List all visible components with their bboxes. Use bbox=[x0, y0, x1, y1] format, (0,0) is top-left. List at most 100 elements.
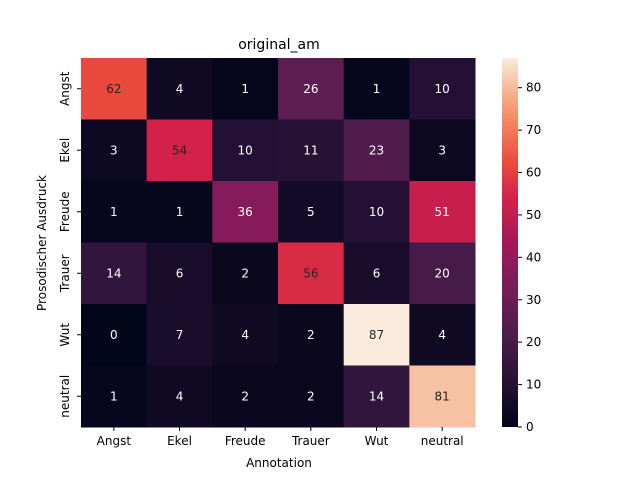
heatmap-cell bbox=[212, 181, 279, 243]
heatmap-cell bbox=[409, 365, 476, 428]
heatmap-cell bbox=[278, 242, 345, 305]
heatmap-cell bbox=[212, 58, 279, 120]
heatmap-cell bbox=[146, 365, 213, 428]
cell-value-label: 36 bbox=[238, 205, 253, 219]
cell-value-label: 2 bbox=[241, 389, 249, 403]
colorbar-tick-label: 50 bbox=[526, 208, 541, 222]
cell-value-label: 1 bbox=[110, 389, 118, 403]
heatmap-cell bbox=[409, 58, 476, 120]
heatmap-cell bbox=[81, 242, 148, 305]
cell-value-label: 20 bbox=[435, 266, 450, 280]
y-tick-label: Wut bbox=[58, 323, 72, 347]
cell-value-label: 1 bbox=[241, 82, 249, 96]
colorbar-tick-label: 20 bbox=[526, 335, 541, 349]
cell-value-label: 87 bbox=[369, 328, 384, 342]
cell-value-label: 10 bbox=[369, 205, 384, 219]
heatmap-cell bbox=[212, 119, 279, 182]
cell-value-label: 3 bbox=[438, 143, 446, 157]
cell-value-label: 6 bbox=[176, 266, 184, 280]
cell-value-label: 7 bbox=[176, 328, 184, 342]
heatmap-cell bbox=[212, 242, 279, 305]
colorbar-tick-label: 80 bbox=[526, 81, 541, 95]
cell-value-label: 23 bbox=[369, 143, 384, 157]
heatmap-cell bbox=[409, 119, 476, 182]
colorbar-tick-label: 70 bbox=[526, 123, 541, 137]
heatmap-cell bbox=[146, 119, 213, 182]
cell-value-label: 11 bbox=[303, 143, 318, 157]
cell-value-label: 4 bbox=[241, 328, 249, 342]
y-tick-label: neutral bbox=[58, 375, 72, 418]
colorbar-tick-label: 0 bbox=[526, 420, 534, 434]
x-tick-label: Freude bbox=[225, 434, 266, 448]
x-tick-label: Wut bbox=[365, 434, 389, 448]
cell-value-label: 62 bbox=[106, 82, 121, 96]
y-tick-label: Trauer bbox=[58, 254, 72, 293]
colorbar-tick-label: 40 bbox=[526, 250, 541, 264]
cell-value-label: 1 bbox=[176, 205, 184, 219]
x-axis-label: Annotation bbox=[246, 456, 312, 470]
colorbar-tick-label: 10 bbox=[526, 378, 541, 392]
heatmap-cell bbox=[409, 304, 476, 366]
heatmap-cell bbox=[409, 242, 476, 305]
colorbar-tick-label: 30 bbox=[526, 293, 541, 307]
heatmap-cell bbox=[409, 181, 476, 243]
heatmap-cell bbox=[212, 365, 279, 428]
heatmap-cell bbox=[146, 242, 213, 305]
cell-value-label: 5 bbox=[307, 205, 315, 219]
y-tick-label: Angst bbox=[58, 71, 72, 106]
heatmap-cell bbox=[343, 181, 410, 243]
y-axis: Angst Ekel Freude Trauer Wut neutral bbox=[58, 71, 81, 418]
heatmap-cell bbox=[343, 304, 410, 366]
x-tick-label: Ekel bbox=[167, 434, 192, 448]
heatmap-cell bbox=[343, 119, 410, 182]
cell-value-label: 3 bbox=[110, 143, 118, 157]
cell-value-label: 4 bbox=[176, 82, 184, 96]
heatmap-cell bbox=[81, 58, 148, 120]
cell-value-label: 51 bbox=[435, 205, 450, 219]
heatmap-cell bbox=[146, 58, 213, 120]
colorbar-gradient bbox=[502, 58, 518, 427]
cell-value-label: 10 bbox=[435, 82, 450, 96]
colorbar-tick-label: 60 bbox=[526, 166, 541, 180]
heatmap-cell bbox=[81, 365, 148, 428]
cell-value-label: 56 bbox=[303, 266, 318, 280]
cell-value-label: 2 bbox=[241, 266, 249, 280]
cell-value-label: 54 bbox=[172, 143, 187, 157]
y-tick-label: Freude bbox=[58, 191, 72, 232]
cell-value-label: 2 bbox=[307, 328, 315, 342]
heatmap-cell bbox=[278, 181, 345, 243]
heatmap-cell bbox=[146, 181, 213, 243]
heatmap-cell bbox=[146, 304, 213, 366]
heatmap-cell bbox=[81, 181, 148, 243]
heatmap-cell bbox=[278, 304, 345, 366]
cell-value-label: 10 bbox=[238, 143, 253, 157]
cell-value-label: 0 bbox=[110, 328, 118, 342]
cell-value-label: 26 bbox=[303, 82, 318, 96]
cell-value-label: 81 bbox=[435, 389, 450, 403]
cell-value-label: 4 bbox=[176, 389, 184, 403]
heatmap-cell bbox=[343, 365, 410, 428]
cell-value-label: 14 bbox=[369, 389, 384, 403]
y-axis-label: Prosodischer Ausdruck bbox=[35, 175, 49, 311]
x-tick-label: Trauer bbox=[291, 434, 330, 448]
x-tick-label: Angst bbox=[97, 434, 132, 448]
heatmap-cell bbox=[343, 58, 410, 120]
y-tick-label: Ekel bbox=[58, 138, 72, 163]
colorbar: 0 10 20 30 40 50 60 70 80 bbox=[502, 58, 541, 434]
cell-value-label: 1 bbox=[110, 205, 118, 219]
heatmap-cell bbox=[278, 58, 345, 120]
heatmap-cell bbox=[81, 304, 148, 366]
heatmap-cell bbox=[343, 242, 410, 305]
cell-value-label: 1 bbox=[373, 82, 381, 96]
heatmap-cell bbox=[278, 119, 345, 182]
x-tick-label: neutral bbox=[421, 434, 464, 448]
heatmap-cell bbox=[212, 304, 279, 366]
cell-value-label: 4 bbox=[438, 328, 446, 342]
heatmap-cell bbox=[278, 365, 345, 428]
x-axis: Angst Ekel Freude Trauer Wut neutral bbox=[97, 427, 464, 448]
cell-value-label: 6 bbox=[373, 266, 381, 280]
cell-value-label: 2 bbox=[307, 389, 315, 403]
chart-title: original_am bbox=[238, 37, 320, 53]
